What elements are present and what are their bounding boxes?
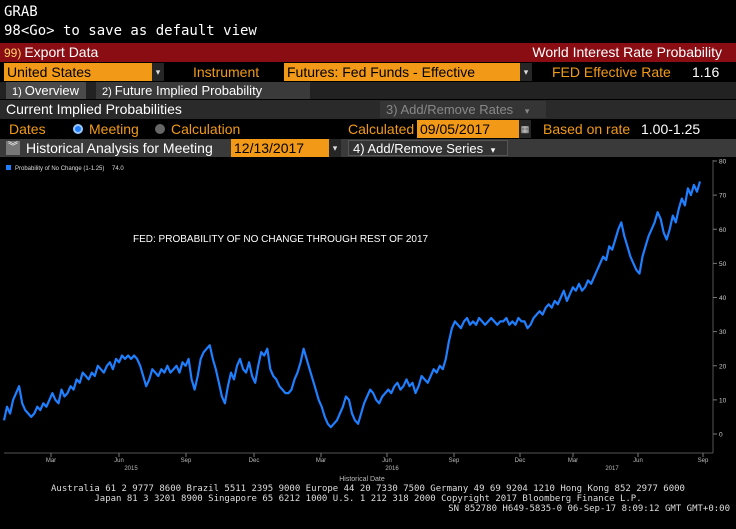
historical-analysis-bar: ︾ Historical Analysis for Meeting 12/13/… xyxy=(0,139,736,157)
chart-annotation: FED: PROBABILITY OF NO CHANGE THROUGH RE… xyxy=(133,234,429,245)
footer-line-3: SN 852780 H649-5835-0 06-Sep-17 8:09:12 … xyxy=(448,504,730,514)
x-year-label: 2015 xyxy=(124,466,138,472)
tab-future-implied-probability[interactable]: 2) Future Implied Probability xyxy=(96,82,310,99)
add-remove-series-button[interactable]: 4) Add/Remove Series ▾ xyxy=(348,140,508,156)
chevron-down-icon: ▾ xyxy=(329,139,341,157)
command-line-1: GRAB xyxy=(4,4,38,20)
export-data-button[interactable]: 99) Export Data xyxy=(4,44,98,60)
x-month-label: Jun xyxy=(114,458,124,464)
radio-calculation[interactable] xyxy=(155,124,165,134)
footer-line-1: Australia 61 2 9777 8600 Brazil 5511 239… xyxy=(51,484,685,494)
calculated-date-field[interactable]: 09/05/2017 ▦ xyxy=(417,120,531,138)
country-dropdown[interactable]: United States ▾ xyxy=(4,63,164,81)
instrument-dropdown[interactable]: Futures: Fed Funds - Effective ▾ xyxy=(284,63,532,81)
export-label: Export Data xyxy=(24,44,99,60)
x-month-label: Dec xyxy=(515,458,526,464)
y-tick-label: 20 xyxy=(719,363,727,370)
country-value: United States xyxy=(7,64,92,80)
meeting-date-value: 12/13/2017 xyxy=(234,140,305,156)
based-on-rate-value: 1.00-1.25 xyxy=(641,121,701,137)
add-remove-rates-label: 3) Add/Remove Rates xyxy=(386,102,514,117)
calendar-icon[interactable]: ▦ xyxy=(519,120,531,138)
tab-overview[interactable]: 1) Overview xyxy=(6,82,86,99)
controls-row: United States ▾ Instrument Futures: Fed … xyxy=(0,62,736,82)
x-year-label: 2017 xyxy=(605,466,619,472)
y-tick-label: 50 xyxy=(719,261,727,268)
meeting-date-dropdown[interactable]: 12/13/2017 ▾ xyxy=(231,139,341,157)
legend-series-name: Probability of No Change (1-1.25) xyxy=(15,166,104,172)
footer: Australia 61 2 9777 8600 Brazil 5511 239… xyxy=(0,484,736,514)
tab-label: Future Implied Probability xyxy=(114,83,263,98)
radio-meeting[interactable] xyxy=(73,124,83,134)
meeting-label: Meeting xyxy=(89,121,139,137)
tab-num: 1) xyxy=(12,86,22,98)
y-tick-label: 60 xyxy=(719,227,727,234)
calculated-date-value: 09/05/2017 xyxy=(420,121,491,137)
legend-swatch xyxy=(6,165,11,170)
chart-legend: Probability of No Change (1-1.25) 74.0 xyxy=(6,165,124,172)
chevron-down-icon: ▾ xyxy=(490,145,496,155)
section-bar: Current Implied Probabilities 3) Add/Rem… xyxy=(0,100,736,119)
title-bar: 99) Export Data World Interest Rate Proba… xyxy=(0,43,736,62)
x-month-label: Jun xyxy=(382,458,392,464)
x-month-label: Jun xyxy=(633,458,643,464)
calculated-label: Calculated xyxy=(348,121,415,137)
x-month-label: Mar xyxy=(46,458,56,464)
x-month-label: Sep xyxy=(181,458,192,464)
instrument-value: Futures: Fed Funds - Effective xyxy=(287,64,476,80)
x-month-label: Mar xyxy=(316,458,326,464)
x-year-label: 2016 xyxy=(385,466,399,472)
collapse-chevron-icon[interactable]: ︾ xyxy=(6,141,20,155)
probability-chart: Probability of No Change (1-1.25) 74.0 F… xyxy=(2,159,727,483)
y-tick-label: 10 xyxy=(719,397,727,404)
command-line-2: 98<Go> to save as default view xyxy=(4,23,257,39)
window-title: World Interest Rate Probability xyxy=(532,44,722,60)
based-on-rate-label: Based on rate xyxy=(543,121,631,137)
series-line-no-change xyxy=(2,181,702,429)
add-remove-rates-button[interactable]: 3) Add/Remove Rates ▾ xyxy=(380,101,546,118)
rate-label: FED Effective Rate xyxy=(552,64,671,80)
x-month-label: Sep xyxy=(698,458,709,464)
x-axis-label: Historical Date xyxy=(339,476,385,483)
y-tick-label: 80 xyxy=(719,159,727,166)
y-tick-label: 30 xyxy=(719,329,727,336)
y-axis-ticks: 0 10 20 30 40 50 60 70 80 xyxy=(713,159,727,439)
tab-bar: 1) Overview 2) Future Implied Probability xyxy=(0,82,736,99)
add-remove-series-label: 4) Add/Remove Series xyxy=(353,141,484,156)
chevron-down-icon: ▾ xyxy=(524,106,530,116)
chevron-down-icon: ▾ xyxy=(520,63,532,81)
chevron-down-icon: ▾ xyxy=(152,63,164,81)
footer-line-2: Japan 81 3 3201 8900 Singapore 65 6212 1… xyxy=(94,494,642,504)
x-month-label: Sep xyxy=(449,458,460,464)
y-tick-label: 0 xyxy=(719,432,723,439)
x-axis-ticks: Mar Jun Sep Dec Mar Jun Sep Dec Mar Jun Sep 2015 201… xyxy=(46,453,709,472)
x-month-label: Mar xyxy=(568,458,578,464)
export-num: 99) xyxy=(4,46,22,60)
x-month-label: Dec xyxy=(249,458,260,464)
y-tick-label: 70 xyxy=(719,193,727,200)
tab-num: 2) xyxy=(102,86,112,98)
rate-value: 1.16 xyxy=(692,64,720,80)
dates-label: Dates xyxy=(9,121,46,137)
instrument-label: Instrument xyxy=(193,64,260,80)
legend-last-value: 74.0 xyxy=(112,166,124,172)
historical-analysis-title: Historical Analysis for Meeting xyxy=(26,140,213,156)
calculation-label: Calculation xyxy=(171,121,241,137)
dates-row: Dates Meeting Calculation Calculated 09/… xyxy=(0,120,736,139)
tab-label: Overview xyxy=(24,83,79,98)
y-tick-label: 40 xyxy=(719,295,727,302)
section-title: Current Implied Probabilities xyxy=(6,101,182,117)
